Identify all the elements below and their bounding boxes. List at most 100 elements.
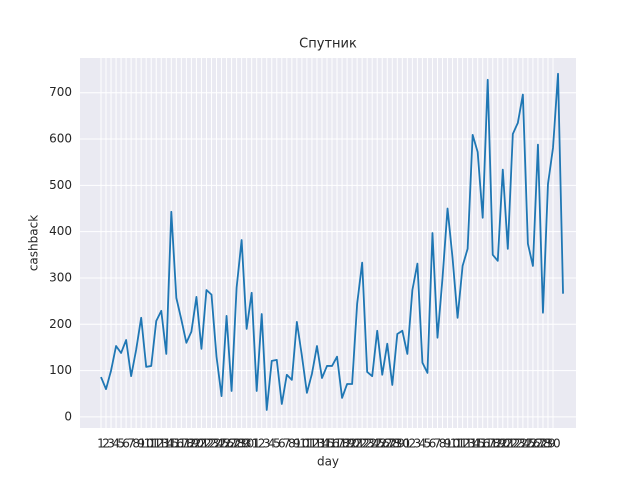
x-tick-label: 1	[404, 437, 412, 451]
y-tick-label: 100	[49, 363, 72, 377]
x-tick-label: 10	[139, 437, 154, 451]
x-tick-label: 25	[214, 437, 229, 451]
x-tick-label: 21	[500, 437, 515, 451]
x-tick-label: 6	[429, 437, 437, 451]
chart-title: Спутник	[299, 37, 357, 52]
x-tick-label: 17	[329, 437, 344, 451]
x-tick-label: 15	[164, 437, 179, 451]
x-tick-label: 3	[414, 437, 422, 451]
x-tick-label: 3	[107, 437, 115, 451]
x-tick-label: 20	[344, 437, 359, 451]
x-tick-label: 7	[434, 437, 442, 451]
x-tick-label: 3	[263, 437, 271, 451]
x-tick-label: 24	[209, 437, 224, 451]
x-tick-label: 5	[273, 437, 281, 451]
x-tick-label: 30	[545, 437, 560, 451]
x-tick-label: 22	[505, 437, 520, 451]
x-tick-label: 8	[132, 437, 140, 451]
x-tick-label: 28	[229, 437, 244, 451]
x-tick-label: 14	[465, 437, 480, 451]
x-tick-label: 13	[154, 437, 169, 451]
x-tick-label: 16	[475, 437, 490, 451]
x-tick-label: 18	[179, 437, 194, 451]
x-tick-label: 6	[278, 437, 286, 451]
x-tick-label: 18	[334, 437, 349, 451]
x-tick-label: 1	[253, 437, 261, 451]
x-tick-label: 11	[450, 437, 465, 451]
x-tick-label: 9	[137, 437, 145, 451]
x-tick-label: 4	[268, 437, 276, 451]
x-tick-label: 23	[510, 437, 525, 451]
x-tick-label: 13	[460, 437, 475, 451]
y-tick-label: 600	[49, 132, 72, 146]
x-tick-label: 31	[244, 437, 259, 451]
x-tick-label: 8	[288, 437, 296, 451]
x-tick-label: 11	[144, 437, 159, 451]
y-axis-label: cashback	[27, 215, 41, 271]
x-tick-label: 14	[314, 437, 329, 451]
x-tick-label: 15	[470, 437, 485, 451]
x-tick-label: 4	[419, 437, 427, 451]
x-tick-label: 23	[204, 437, 219, 451]
x-tick-label: 13	[309, 437, 324, 451]
line	[100, 72, 564, 411]
x-tick-label: 29	[234, 437, 249, 451]
x-tick-label: 28	[385, 437, 400, 451]
x-tick-label: 19	[339, 437, 354, 451]
x-tick-label: 9	[293, 437, 301, 451]
x-tick-label: 11	[299, 437, 314, 451]
x-tick-label: 7	[127, 437, 135, 451]
x-tick-label: 16	[169, 437, 184, 451]
x-tick-label: 17	[480, 437, 495, 451]
x-tick-label: 24	[365, 437, 380, 451]
plot-area	[80, 58, 576, 428]
x-tick-label: 12	[304, 437, 319, 451]
x-tick-label: 6	[122, 437, 130, 451]
y-tick-label: 0	[64, 409, 72, 423]
x-tick-label: 19	[184, 437, 199, 451]
x-tick-label: 9	[444, 437, 452, 451]
y-tick-label: 200	[49, 317, 72, 331]
x-tick-label: 29	[540, 437, 555, 451]
x-tick-label: 21	[349, 437, 364, 451]
x-tick-label: 22	[355, 437, 370, 451]
x-tick-label: 21	[194, 437, 209, 451]
x-tick-label: 5	[117, 437, 125, 451]
x-tick-label: 26	[525, 437, 540, 451]
y-tick-label: 400	[49, 224, 72, 238]
x-tick-label: 28	[535, 437, 550, 451]
x-tick-label: 5	[424, 437, 432, 451]
x-tick-label: 12	[455, 437, 470, 451]
x-tick-label: 22	[199, 437, 214, 451]
x-tick-label: 8	[439, 437, 447, 451]
x-tick-label: 18	[485, 437, 500, 451]
x-tick-label: 26	[375, 437, 390, 451]
x-tick-label: 10	[294, 437, 309, 451]
x-tick-label: 2	[102, 437, 110, 451]
x-tick-label: 4	[112, 437, 120, 451]
y-tick-label: 300	[49, 270, 72, 284]
x-tick-label: 1	[97, 437, 105, 451]
x-tick-label: 17	[174, 437, 189, 451]
y-tick-label: 700	[49, 85, 72, 99]
x-tick-label: 29	[390, 437, 405, 451]
x-axis-label: day	[317, 455, 339, 469]
x-tick-label: 14	[159, 437, 174, 451]
x-tick-label: 25	[520, 437, 535, 451]
x-tick-label: 12	[149, 437, 164, 451]
x-tick-label: 27	[224, 437, 239, 451]
x-tick-label: 26	[219, 437, 234, 451]
x-tick-label: 20	[189, 437, 204, 451]
x-tick-label: 16	[324, 437, 339, 451]
x-tick-label: 25	[370, 437, 385, 451]
x-tick-label: 30	[239, 437, 254, 451]
x-tick-label: 2	[258, 437, 266, 451]
x-tick-label: 24	[515, 437, 530, 451]
x-tick-label: 23	[360, 437, 375, 451]
x-tick-label: 27	[380, 437, 395, 451]
x-tick-label: 15	[319, 437, 334, 451]
x-tick-label: 2	[409, 437, 417, 451]
x-tick-label: 7	[283, 437, 291, 451]
x-tick-label: 27	[530, 437, 545, 451]
